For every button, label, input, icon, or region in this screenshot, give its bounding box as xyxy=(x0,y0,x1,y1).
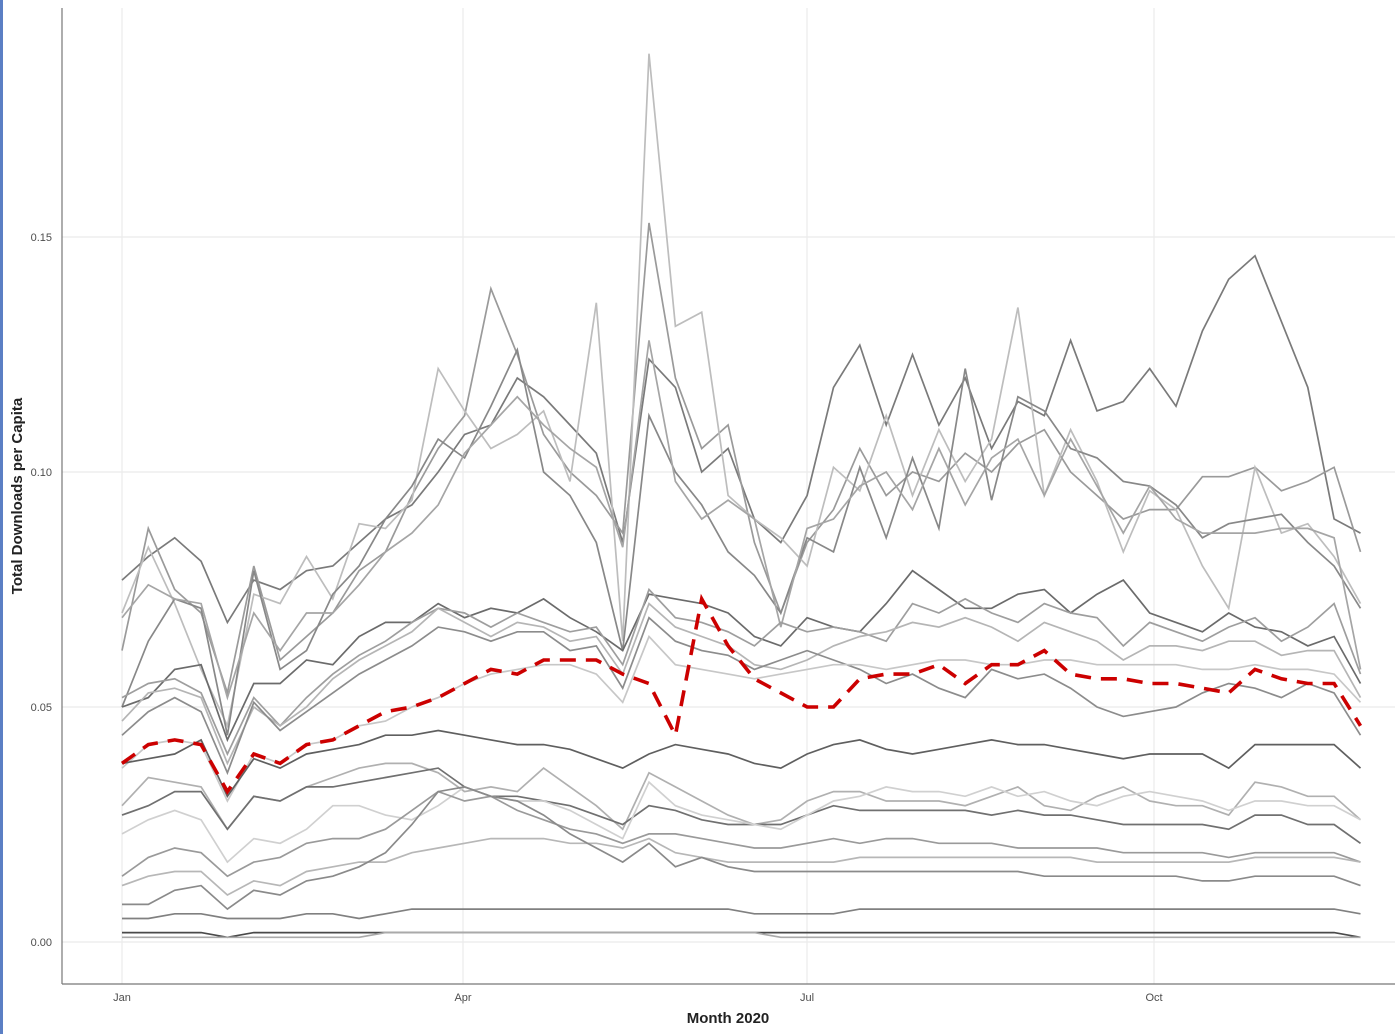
series-line-s5 xyxy=(121,340,1362,701)
y-tick-label: 0.05 xyxy=(31,702,52,714)
series-line-s20 xyxy=(122,931,1361,939)
series-line-s3 xyxy=(121,53,1362,729)
series-line-s6 xyxy=(121,569,1362,743)
y-tick-label: 0.15 xyxy=(31,232,52,244)
series-line-s11 xyxy=(121,729,1362,798)
x-tick-label: Jul xyxy=(800,992,814,1004)
series-line-s18 xyxy=(122,908,1361,920)
series-line-s9 xyxy=(121,616,1362,776)
y-tick-labels: 0.00 0.05 0.10 0.15 xyxy=(31,232,52,949)
series-line-s8 xyxy=(121,602,1362,766)
series-line-s4 xyxy=(121,347,1362,736)
y-tick-label: 0.10 xyxy=(31,467,52,479)
y-tick-label: 0.00 xyxy=(31,937,52,949)
series-line-s7 xyxy=(121,587,1362,757)
window-edge-strip xyxy=(0,0,3,1034)
x-axis-title: Month 2020 xyxy=(687,1010,770,1027)
series-line-s17 xyxy=(122,786,1361,911)
series-line-s13 xyxy=(121,767,1361,844)
series-line-s14 xyxy=(121,780,1361,864)
axes xyxy=(61,8,1395,985)
x-tick-label: Jan xyxy=(113,992,131,1004)
x-tick-label: Apr xyxy=(454,992,471,1004)
series-line-s12 xyxy=(121,762,1362,831)
x-tick-label: Oct xyxy=(1145,992,1162,1004)
series-line-s2 xyxy=(121,222,1362,697)
series-line-s16 xyxy=(121,837,1361,897)
y-axis-title: Total Downloads per Capita xyxy=(9,397,26,594)
series-line-s1 xyxy=(121,254,1361,625)
mean-dashed-line xyxy=(120,593,1363,795)
mean-line xyxy=(120,593,1363,795)
series-lines xyxy=(121,53,1362,939)
x-tick-labels: Jan Apr Jul Oct xyxy=(113,992,1162,1004)
series-line-s15 xyxy=(121,790,1361,878)
